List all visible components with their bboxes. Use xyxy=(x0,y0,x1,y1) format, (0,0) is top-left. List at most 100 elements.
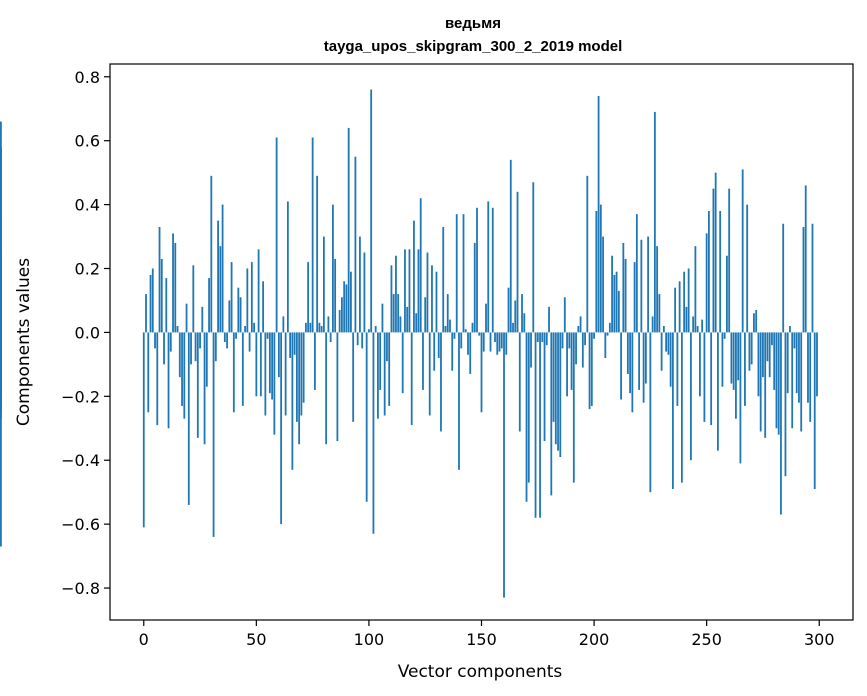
y-tick-label: 0.2 xyxy=(75,260,100,279)
bar xyxy=(379,332,382,390)
bar xyxy=(523,313,526,333)
x-tick-label: 100 xyxy=(354,630,385,649)
bar xyxy=(536,332,539,342)
bar xyxy=(437,332,440,358)
bar xyxy=(255,332,258,397)
bar xyxy=(334,258,337,333)
x-axis-label: Vector components xyxy=(398,662,563,682)
bar xyxy=(789,326,791,333)
bar xyxy=(597,95,600,333)
bar xyxy=(586,175,589,333)
bar xyxy=(552,332,555,422)
bar xyxy=(795,332,798,394)
bar xyxy=(692,316,695,333)
bar xyxy=(338,310,341,333)
bar xyxy=(300,332,303,416)
bar xyxy=(557,332,559,451)
bar xyxy=(275,137,278,333)
bar xyxy=(0,332,2,339)
bar xyxy=(563,297,566,333)
bar xyxy=(739,332,742,464)
bar xyxy=(503,332,505,598)
bar xyxy=(262,281,264,333)
bar xyxy=(424,297,427,333)
bar xyxy=(593,332,595,339)
bar xyxy=(208,278,210,333)
bar xyxy=(762,332,764,378)
bar xyxy=(527,332,530,483)
bar xyxy=(176,326,179,333)
bar xyxy=(807,332,809,403)
bar xyxy=(284,332,287,416)
y-tick-label: −0.6 xyxy=(61,515,100,534)
bar xyxy=(575,332,577,365)
y-axis-label: Components values xyxy=(14,258,34,426)
bar xyxy=(651,316,654,333)
bar xyxy=(381,303,384,333)
bar xyxy=(374,326,377,333)
bar xyxy=(253,322,255,333)
bar xyxy=(183,332,186,419)
bar xyxy=(780,332,782,515)
bar xyxy=(786,332,789,394)
bar xyxy=(584,332,586,346)
bar xyxy=(471,322,474,333)
bar xyxy=(662,326,665,333)
bar xyxy=(286,201,289,333)
bar xyxy=(640,239,643,333)
bar xyxy=(0,332,2,410)
bar xyxy=(485,303,487,333)
bar xyxy=(370,89,373,333)
bar xyxy=(268,332,271,394)
bar xyxy=(516,191,519,333)
bar xyxy=(473,242,476,333)
bar xyxy=(737,332,740,381)
bar xyxy=(239,297,242,333)
bar xyxy=(723,332,726,339)
bar xyxy=(753,313,755,333)
bar xyxy=(642,332,645,403)
bar xyxy=(800,332,803,432)
bar xyxy=(644,332,647,384)
bar xyxy=(458,332,460,470)
bar xyxy=(579,316,582,333)
bar xyxy=(532,182,535,333)
bar xyxy=(329,332,332,342)
x-axis-ticks: 0 50 100 150 200 250 300 xyxy=(139,620,835,649)
bar xyxy=(719,210,722,333)
bar xyxy=(259,332,262,397)
bar xyxy=(550,332,553,496)
bar xyxy=(431,265,433,333)
bar xyxy=(151,268,154,333)
bar xyxy=(683,271,686,333)
bar xyxy=(156,332,159,426)
bar xyxy=(768,332,771,378)
bar xyxy=(203,332,206,445)
bar xyxy=(620,332,622,400)
bar xyxy=(577,326,580,333)
bar xyxy=(354,156,357,333)
bar xyxy=(694,246,697,333)
bar xyxy=(631,332,634,413)
bar xyxy=(277,332,280,378)
bar xyxy=(712,188,715,333)
bar xyxy=(568,332,571,349)
bar xyxy=(250,262,253,333)
bar xyxy=(489,332,492,352)
bar xyxy=(257,249,260,333)
bar xyxy=(705,233,708,333)
bar xyxy=(167,332,170,429)
bar xyxy=(793,332,796,349)
x-tick-label: 0 xyxy=(139,630,149,649)
bar xyxy=(809,332,812,422)
bar xyxy=(345,284,348,333)
bar xyxy=(217,220,219,333)
bar xyxy=(422,332,424,390)
bar xyxy=(332,204,334,333)
x-tick-label: 200 xyxy=(579,630,610,649)
bar xyxy=(248,332,251,352)
bar xyxy=(282,316,285,333)
bar xyxy=(615,271,618,333)
bar xyxy=(372,332,375,534)
